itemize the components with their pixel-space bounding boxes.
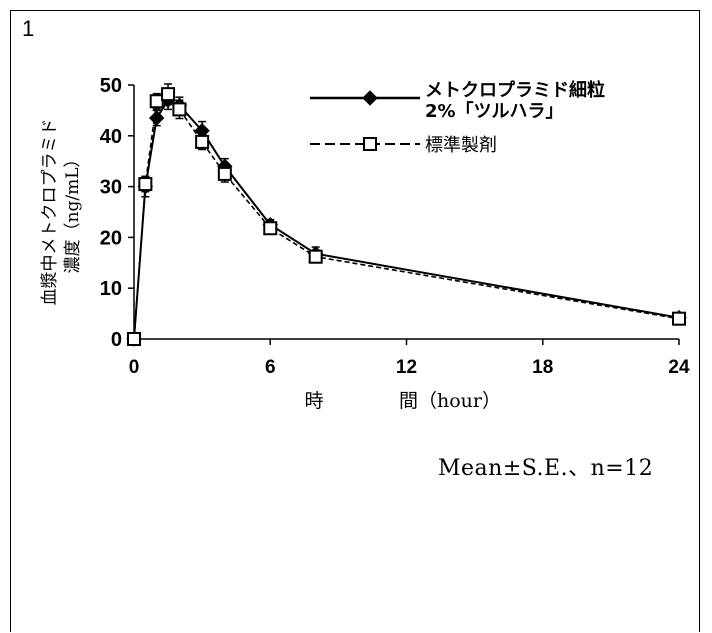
x-tick-label: 6 xyxy=(265,357,276,378)
data-point-series-1 xyxy=(149,110,165,126)
y-tick-label: 10 xyxy=(100,278,122,300)
y-tick-label: 20 xyxy=(100,227,122,249)
data-point-series-2 xyxy=(127,332,141,346)
data-point-series-2 xyxy=(217,166,232,181)
x-tick-label: 18 xyxy=(532,357,553,378)
x-tick-label: 24 xyxy=(668,357,690,378)
y-axis-label-line: 濃度（ng/mL） xyxy=(63,151,83,274)
data-point-series-2 xyxy=(308,249,323,264)
x-tick-label: 0 xyxy=(129,357,140,378)
x-axis-label-part: 時 xyxy=(304,390,323,412)
data-point-series-2 xyxy=(263,221,278,236)
x-tick-label: 12 xyxy=(396,357,417,378)
legend-marker-series-2 xyxy=(363,137,377,151)
y-tick-label: 50 xyxy=(100,75,122,97)
legend-marker-series-1 xyxy=(362,90,378,106)
legend-label-series-2: 標準製剤 xyxy=(425,135,497,156)
y-tick-label: 30 xyxy=(100,177,122,199)
figure-frame xyxy=(10,10,700,632)
legend-label-series-1: 2%「ツルハラ」 xyxy=(425,100,564,122)
panel-number: 1 xyxy=(22,16,35,41)
data-point-series-2 xyxy=(149,94,164,109)
x-axis-label-part: 間（hour） xyxy=(399,390,501,412)
y-tick-label: 40 xyxy=(100,126,122,148)
data-point-series-2 xyxy=(172,102,187,117)
data-point-series-2 xyxy=(672,311,686,326)
data-point-series-2 xyxy=(138,177,153,192)
data-point-series-2 xyxy=(161,87,176,102)
series-line-1 xyxy=(133,98,680,340)
data-point-series-2 xyxy=(195,134,210,149)
series-line-2 xyxy=(133,93,680,340)
legend-label-series-1: メトクロプラミド細粒 xyxy=(425,79,605,101)
stats-note: Mean±S.E.、n=12 xyxy=(438,456,654,481)
y-tick-label: 0 xyxy=(111,329,122,351)
y-axis-label-line: 血漿中メトクロプラミド xyxy=(40,119,60,306)
